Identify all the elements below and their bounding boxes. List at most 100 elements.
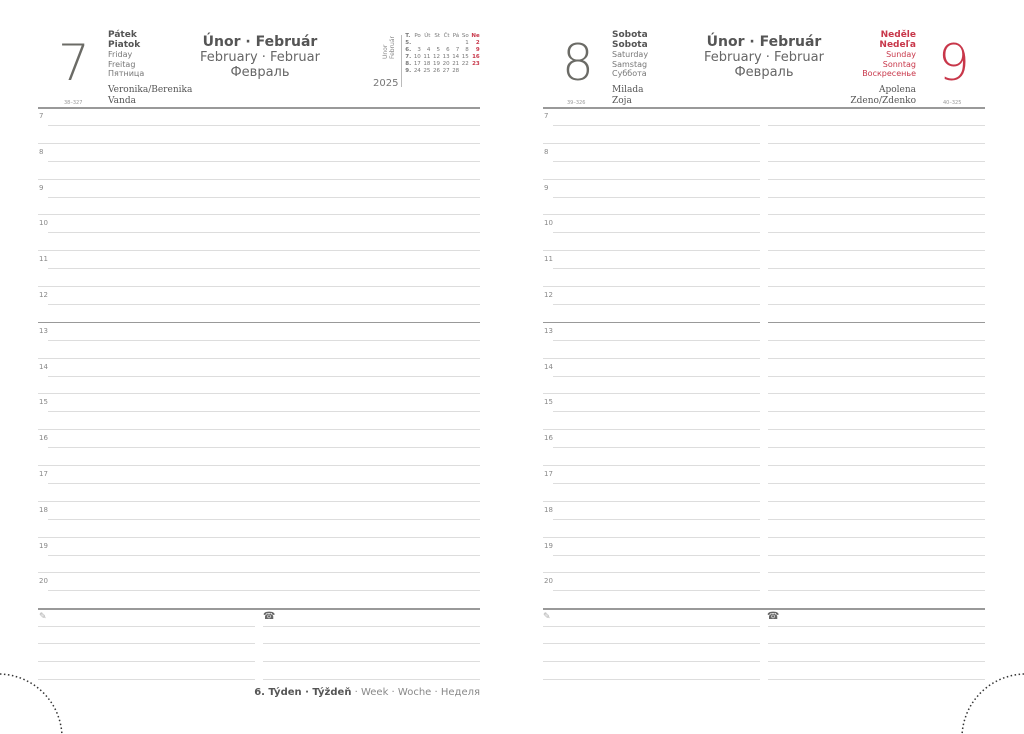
mini-calendar-cell: 5.: [405, 40, 412, 46]
mini-calendar-cell: 10: [413, 54, 421, 60]
hour-line: [768, 286, 985, 287]
name-days-sunday: Apolena Zdeno/Zdenko: [850, 85, 916, 107]
mini-calendar-cell: 22: [461, 61, 469, 67]
half-hour-line: [48, 268, 480, 270]
hour-line: [768, 536, 985, 538]
hour-label: 15: [544, 398, 553, 407]
half-hour-line: [48, 375, 480, 377]
pencil-icon: ✎: [39, 612, 47, 622]
notes-line: [543, 625, 760, 627]
day-number: 7: [58, 34, 90, 92]
mini-calendar-cell: [470, 68, 481, 75]
hour-label: 20: [39, 577, 48, 586]
day-of-year: 38–327: [64, 100, 83, 106]
hour-label: 14: [39, 362, 48, 371]
weekday-names-saturday: Sobota Sobota Saturday Samstag Суббота: [612, 30, 648, 79]
hour-label: 20: [544, 577, 553, 586]
half-hour-line: [768, 447, 985, 449]
month-ru: Февраль: [734, 65, 794, 80]
hour-line: [38, 214, 480, 216]
half-hour-line: [553, 160, 760, 162]
half-hour-line: [553, 124, 760, 126]
half-hour-line: [553, 482, 760, 484]
mini-calendar-cell: Ne: [471, 33, 480, 39]
half-hour-line: [48, 160, 480, 162]
weekday-sk: Nedeľa: [879, 39, 916, 50]
mini-calendar-cell: 21: [452, 61, 460, 67]
hour-line: [768, 214, 985, 216]
half-hour-line: [553, 554, 760, 556]
hour-label: 15: [39, 398, 48, 407]
mini-calendar-week: 9. 24 25 26 27 28: [404, 68, 481, 75]
hour-label: 18: [544, 505, 553, 514]
half-hour-line: [768, 482, 985, 484]
hour-label: 17: [544, 470, 553, 478]
hour-line: [543, 357, 760, 359]
name-days-saturday: Milada Zoja: [612, 85, 643, 107]
week-number: 6. Týden · Týždeň: [254, 687, 352, 698]
half-hour-line: [553, 447, 760, 449]
half-hour-line: [48, 411, 480, 413]
hour-line: [543, 536, 760, 538]
hour-label: 16: [39, 434, 48, 443]
half-hour-line: [48, 590, 480, 592]
week-translations: · Week · Woche · Неделя: [351, 687, 480, 698]
mini-calendar-cell: 28: [452, 68, 460, 74]
hour-line: [768, 393, 985, 395]
month-en-de: February · Februar: [704, 50, 824, 65]
half-hour-line: [768, 124, 985, 126]
mini-calendar-week: 5. 1 2: [404, 40, 481, 47]
mini-calendar-cell: 9: [475, 47, 480, 53]
half-hour-line: [48, 196, 480, 198]
name-day: Milada: [612, 85, 644, 95]
mini-month-label: Únor Február: [382, 36, 396, 59]
hour-line: [768, 500, 985, 502]
month-ru: Февраль: [230, 65, 290, 80]
mini-calendar-cell: 9.: [405, 68, 412, 74]
half-hour-line: [553, 339, 760, 341]
half-hour-line: [768, 196, 985, 198]
notes-line: [38, 625, 255, 627]
name-day: Zdeno/Zdenko: [850, 96, 916, 106]
notes-line: [38, 643, 255, 645]
mini-calendar-cell: 2: [475, 40, 480, 46]
footer-rule: [38, 608, 480, 610]
phone-line: [768, 625, 985, 627]
hour-line: [768, 250, 985, 252]
name-days: Veronika/Berenika Vanda: [108, 85, 192, 107]
mini-calendar-cell: 8.: [405, 61, 412, 67]
hour-line: [543, 465, 760, 466]
weekday-ru: Суббота: [612, 69, 647, 79]
hour-line: [38, 178, 480, 180]
hour-line: [768, 357, 985, 359]
hour-label: 14: [544, 362, 553, 371]
mini-calendar-week: 6. 3 4 5 6 7 8 9: [404, 47, 481, 54]
hour-line: [38, 572, 480, 574]
half-hour-line: [768, 518, 985, 520]
mini-calendar-cell: 12: [433, 54, 440, 60]
hour-line: [768, 429, 985, 431]
weekday-ru: Воскресенье: [862, 69, 916, 79]
hour-line: [38, 250, 480, 252]
mini-calendar-cell: T.: [405, 33, 411, 39]
mini-calendar-cell: 27: [442, 68, 450, 74]
phone-line: [768, 661, 985, 663]
mini-calendar-cell: 17: [413, 61, 421, 67]
hour-line: [768, 572, 985, 574]
hour-label: 18: [39, 505, 48, 514]
weekday-ru: Пятница: [108, 69, 145, 79]
half-hour-line: [553, 303, 760, 305]
half-hour-line: [768, 554, 985, 556]
mini-calendar-cell: 8: [465, 47, 469, 53]
hour-label: 11: [544, 255, 553, 264]
phone-line: [263, 643, 480, 645]
half-hour-line: [768, 339, 985, 341]
half-hour-line: [48, 232, 480, 234]
name-day: Vanda: [108, 96, 136, 106]
hour-label: 19: [544, 541, 553, 550]
pencil-icon: ✎: [543, 612, 551, 622]
mini-calendar-cell: 11: [423, 54, 431, 60]
mini-calendar-cell: 6: [446, 47, 450, 53]
month-cz-sk: Únor · Február: [202, 34, 318, 50]
